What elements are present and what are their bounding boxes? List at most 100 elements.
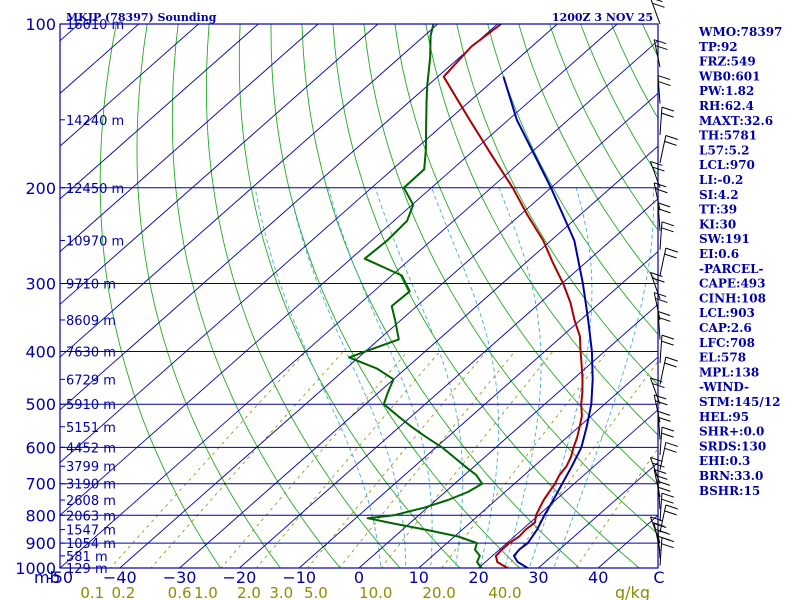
temperature-tick-label: 10	[409, 568, 429, 587]
wind-barb-flag	[661, 227, 674, 233]
dry-adiabat	[301, 24, 581, 568]
wind-barb-flag	[664, 447, 677, 453]
pressure-tick-label: 600	[25, 438, 56, 457]
dry-adiabat	[205, 24, 401, 568]
plot-border	[59, 23, 659, 569]
dry-adiabat	[425, 24, 658, 436]
wind-barb-flag	[655, 188, 668, 194]
temperature-unit-label: C	[653, 568, 664, 587]
wind-barb-flag	[655, 0, 663, 3]
wind-barb-flag	[654, 394, 667, 400]
wind-barb-staff	[649, 377, 661, 405]
height-label: 3799 m	[66, 460, 116, 475]
stability-index: SRDS:130	[699, 439, 766, 453]
stability-index: WMO:78397	[698, 25, 782, 39]
wind-barb-staff	[649, 161, 661, 188]
pressure-tick-label: 900	[25, 534, 56, 553]
isotherm	[538, 461, 658, 568]
wind-barb-flag	[664, 510, 677, 516]
height-label: 5910 m	[66, 398, 116, 413]
plot-frame	[59, 23, 659, 569]
pressure-tick-label: 1000	[15, 559, 56, 578]
wind-barb-staff	[659, 504, 667, 533]
height-label: 581 m	[66, 550, 108, 565]
pressure-tick-label: 400	[25, 343, 56, 362]
stability-index: BRN:33.0	[699, 469, 763, 483]
height-label: 1054 m	[66, 537, 116, 552]
wind-barb-flag	[658, 208, 671, 214]
stability-index: CAPE:493	[699, 277, 766, 291]
wind-barb-flag	[664, 362, 677, 368]
wind-barb-staff	[657, 530, 661, 559]
wind-barb-flag	[654, 468, 667, 474]
pressure-tick-label: 200	[25, 179, 56, 198]
wind-barb-flag	[661, 334, 675, 340]
temperature-tick-label: −30	[163, 568, 197, 587]
stability-index: STM:145/12	[699, 395, 780, 409]
isotherm	[60, 40, 658, 568]
height-label: 16610 m	[66, 18, 124, 33]
wind-barb-staff	[659, 442, 667, 470]
stability-index: EL:578	[699, 351, 746, 365]
wind-barb-flag	[654, 39, 667, 45]
mixing-ratio-tick-label: 1.0	[194, 584, 218, 600]
wind-barb-flag	[650, 272, 663, 277]
wind-barb-flag	[661, 432, 674, 438]
dewpoint-profile	[348, 24, 484, 568]
isotherm	[298, 250, 658, 568]
height-label: 1547 m	[66, 524, 116, 539]
mixing-ratio-tick-label: 10.0	[359, 584, 392, 600]
wind-barb-flag	[655, 45, 668, 51]
wind-barb-staff	[657, 202, 661, 231]
height-label: 2063 m	[66, 509, 116, 524]
pressure-tick-label: 300	[25, 275, 56, 294]
stability-index: L57:5.2	[699, 143, 749, 157]
wind-barb-flag	[661, 426, 675, 432]
wind-barb-staff	[659, 107, 663, 136]
height-label: 12450 m	[66, 182, 124, 197]
wind-barb-staff	[657, 75, 661, 104]
wind-barb-flag	[665, 441, 678, 447]
wind-barb-staff	[657, 481, 661, 510]
wind-barb-staff	[653, 39, 661, 68]
height-label: 7630 m	[66, 346, 116, 361]
wind-barb-flag	[650, 456, 663, 462]
dry-adiabat	[270, 24, 521, 568]
wind-barb-flag	[665, 356, 678, 362]
wind-barb-flag	[665, 247, 678, 253]
pressure-tick-label: 500	[25, 395, 56, 414]
sounding-time: 1200Z 3 NOV 25	[552, 11, 653, 24]
temperature-tick-label: 20	[468, 568, 488, 587]
wind-barb-staff	[659, 135, 667, 163]
wind-barb-flag	[650, 377, 663, 383]
wind-barb-staff	[657, 311, 661, 340]
mixing-ratio-unit-label: g/kg	[615, 583, 650, 600]
wind-barb-flag	[658, 316, 671, 322]
moist-adiabat	[553, 187, 655, 568]
stability-index: -PARCEL-	[699, 262, 764, 276]
wind-barb-flag	[657, 529, 671, 535]
background-grid	[60, 24, 658, 568]
wind-barb-flag	[661, 537, 675, 543]
wind-barb-flag	[657, 310, 671, 316]
wind-barb-flag	[661, 106, 675, 112]
temperature-tick-label: 40	[588, 568, 608, 587]
profile-lines	[348, 24, 594, 568]
mixing-ratio-line	[380, 351, 554, 568]
mixing-ratio-tick-label: 0.6	[168, 584, 192, 600]
height-label: 3190 m	[66, 478, 116, 493]
wind-barb-flag	[658, 486, 671, 492]
height-label: 9710 m	[66, 278, 116, 293]
dry-adiabat	[171, 24, 341, 568]
stability-index: EI:0.6	[699, 247, 739, 261]
isotherm	[60, 24, 558, 464]
wind-barb-flag	[665, 135, 678, 140]
stability-index: KI:30	[699, 217, 736, 231]
pressure-tick-label: 100	[25, 15, 56, 34]
height-label: 4452 m	[66, 441, 116, 456]
height-label: 129 m	[66, 562, 108, 577]
wind-barb-flag	[657, 480, 671, 486]
stability-index: CAP:2.6	[699, 321, 752, 335]
